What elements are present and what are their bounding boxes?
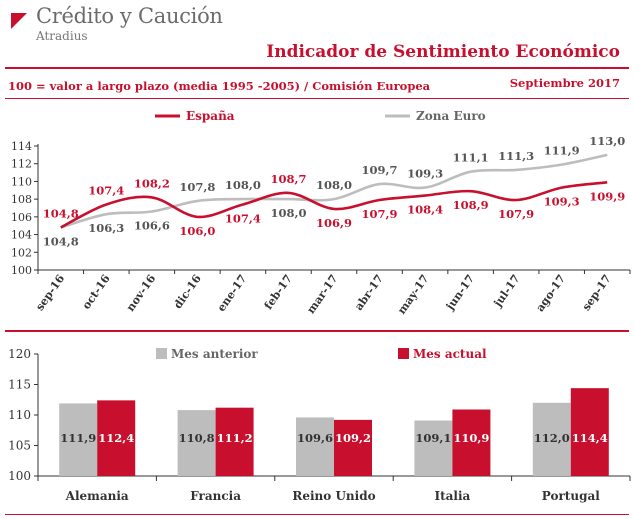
data-label-espana: 106,9 xyxy=(316,216,352,230)
y-tick-label: 104 xyxy=(11,229,32,242)
x-tick-label: sep-16 xyxy=(33,272,67,313)
data-label-mes-anterior: 112,0 xyxy=(534,431,570,445)
y-tick-label: 110 xyxy=(8,408,31,422)
data-label-espana: 107,9 xyxy=(362,207,398,221)
data-label-espana: 109,3 xyxy=(544,195,580,209)
data-label-espana: 107,4 xyxy=(88,183,124,197)
logo-name: Crédito y Caución xyxy=(36,4,223,28)
x-tick-label: may-17 xyxy=(395,272,431,316)
y-tick-label: 100 xyxy=(8,469,31,483)
section-rule-top xyxy=(5,98,629,99)
y-tick-label: 102 xyxy=(11,246,32,259)
data-label-mes-anterior: 109,1 xyxy=(415,431,451,445)
x-tick-label: Italia xyxy=(434,489,470,503)
data-label-zona-euro: 109,3 xyxy=(407,167,443,181)
x-tick-label: nov-16 xyxy=(124,272,159,314)
section-rule-middle xyxy=(5,330,629,332)
data-label-mes-actual: 111,2 xyxy=(217,431,253,445)
legend-mes-actual-swatch xyxy=(398,348,409,359)
data-label-zona-euro: 108,0 xyxy=(225,178,261,192)
line-chart: España Zona Euro 100 102 104 106 108 110 112 114 s… xyxy=(11,109,631,317)
report-date: Septiembre 2017 xyxy=(509,76,620,90)
bar-mes-anterior xyxy=(177,410,216,476)
y-tick-label: 108 xyxy=(11,193,32,206)
title-rule xyxy=(5,67,629,69)
data-label-zona-euro: 111,1 xyxy=(453,151,489,165)
data-label-espana: 109,9 xyxy=(589,189,625,203)
bar-mes-anterior xyxy=(414,420,453,476)
legend-mes-anterior-label: Mes anterior xyxy=(171,347,258,361)
x-tick-label: abr-17 xyxy=(352,272,386,313)
logo-sub: Atradius xyxy=(36,29,88,43)
data-label-zona-euro: 111,9 xyxy=(544,144,580,158)
y-tick-label: 105 xyxy=(8,439,31,453)
data-label-espana: 108,4 xyxy=(407,203,443,217)
x-tick-label: feb-17 xyxy=(262,272,295,312)
y-tick-label: 112 xyxy=(11,158,32,171)
data-label-zona-euro: 106,3 xyxy=(88,221,124,235)
bar-mes-anterior xyxy=(59,403,98,476)
data-label-mes-anterior: 111,9 xyxy=(60,431,96,445)
y-tick-label: 106 xyxy=(11,211,32,224)
x-tick-label: ene-17 xyxy=(215,272,250,314)
data-label-espana: 107,9 xyxy=(498,207,534,221)
logo-mark-icon xyxy=(11,13,27,29)
y-tick-label: 100 xyxy=(11,264,32,277)
section-rule-bottom xyxy=(5,514,629,515)
legend-mes-anterior-swatch xyxy=(156,348,167,359)
x-tick-label: dic-16 xyxy=(171,272,204,311)
data-label-mes-actual: 114,4 xyxy=(572,431,608,445)
data-label-mes-actual: 109,2 xyxy=(335,431,371,445)
data-label-zona-euro: 104,8 xyxy=(43,234,79,248)
x-tick-label: Portugal xyxy=(542,489,600,503)
y-tick-label: 120 xyxy=(8,347,31,361)
legend-zona-euro-label: Zona Euro xyxy=(416,109,486,123)
data-label-zona-euro: 106,6 xyxy=(134,219,170,233)
y-tick-label: 110 xyxy=(11,175,32,188)
data-label-zona-euro: 107,8 xyxy=(179,180,215,194)
legend-espana-label: España xyxy=(186,109,235,123)
bar-mes-actual xyxy=(97,400,136,476)
x-tick-label: mar-17 xyxy=(304,272,340,316)
data-label-mes-anterior: 110,8 xyxy=(179,431,215,445)
data-label-espana: 108,9 xyxy=(453,198,489,212)
x-tick-label: oct-16 xyxy=(80,272,113,312)
legend-mes-actual-label: Mes actual xyxy=(413,347,487,361)
bar-mes-actual xyxy=(334,419,372,476)
chart-subtitle: 100 = valor a largo plazo (media 1995 -2… xyxy=(8,79,431,93)
data-label-espana: 108,2 xyxy=(134,176,170,190)
data-label-zona-euro: 113,0 xyxy=(589,134,625,148)
x-tick-label: Reino Unido xyxy=(292,489,375,503)
data-label-zona-euro: 108,0 xyxy=(270,206,306,220)
data-label-espana: 108,7 xyxy=(270,172,306,186)
data-label-espana: 104,8 xyxy=(43,206,79,220)
data-label-zona-euro: 109,7 xyxy=(362,163,398,177)
bar-chart: Mes anterior Mes actual 100 105 110 115 120 111… xyxy=(8,347,631,503)
data-label-espana: 107,4 xyxy=(225,211,261,225)
data-label-espana: 106,0 xyxy=(179,224,215,238)
x-tick-label: sep-17 xyxy=(580,272,614,313)
page-title: Indicador de Sentimiento Económico xyxy=(266,42,620,62)
y-tick-label: 114 xyxy=(11,140,32,153)
bar-mes-actual xyxy=(452,409,491,476)
data-label-mes-actual: 112,4 xyxy=(98,431,134,445)
data-label-mes-actual: 110,9 xyxy=(453,431,489,445)
data-label-zona-euro: 108,0 xyxy=(316,178,352,192)
bar-mes-actual xyxy=(570,388,609,476)
y-tick-label: 115 xyxy=(8,378,31,392)
x-tick-label: ago-17 xyxy=(533,272,568,314)
x-tick-label: Francia xyxy=(190,489,241,503)
data-label-mes-anterior: 109,6 xyxy=(297,431,333,445)
x-tick-label: Alemania xyxy=(65,489,129,503)
bar-mes-anterior xyxy=(532,402,571,476)
bar-mes-actual xyxy=(215,407,254,476)
x-tick-label: jun-17 xyxy=(443,272,477,313)
data-label-zona-euro: 111,3 xyxy=(498,149,534,163)
bar-mes-anterior xyxy=(296,417,334,476)
x-tick-label: jul-17 xyxy=(491,272,523,310)
